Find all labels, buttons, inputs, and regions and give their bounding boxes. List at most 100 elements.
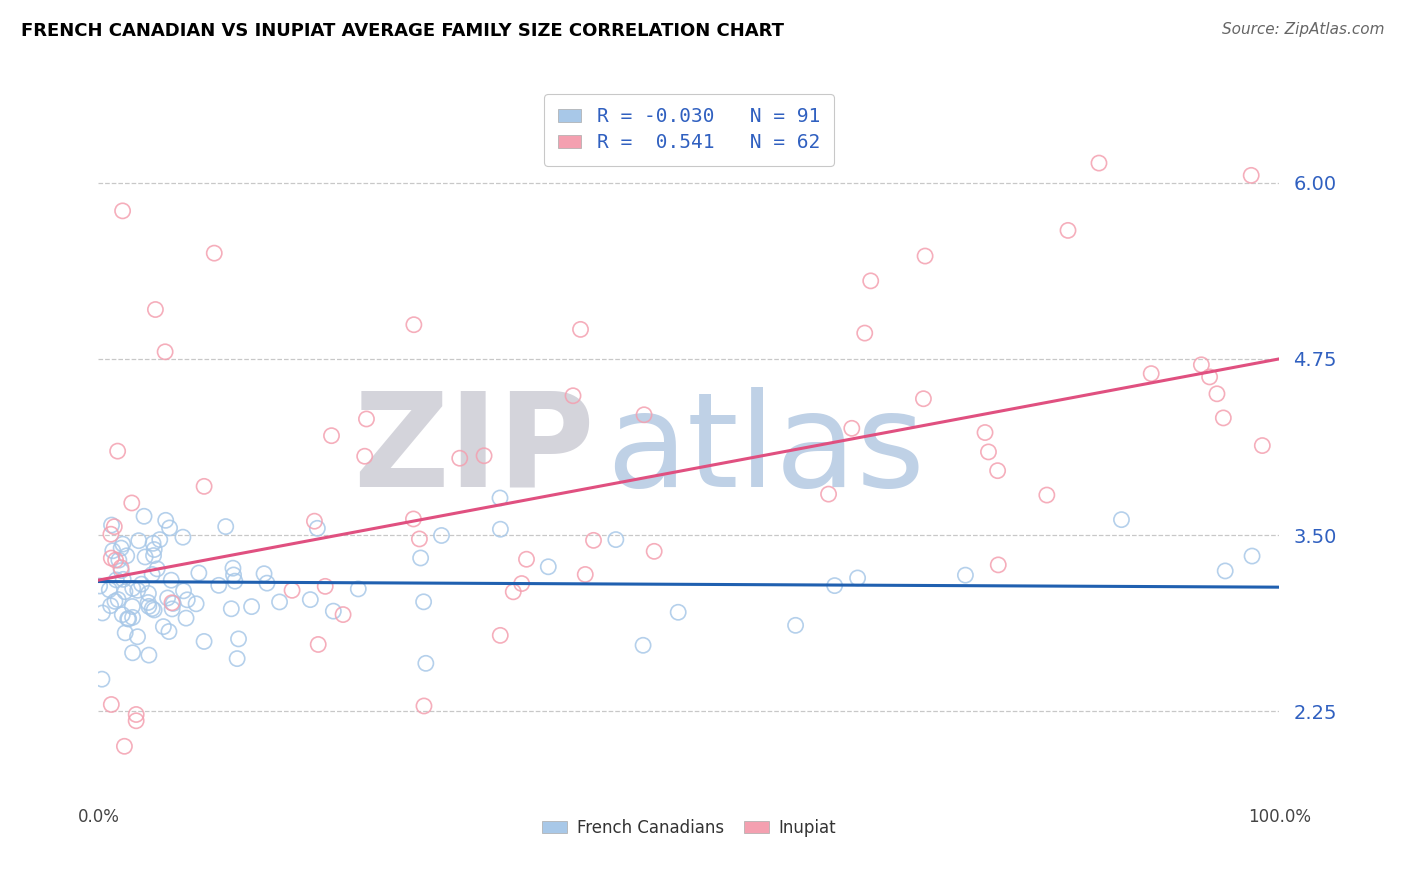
Point xyxy=(110,541,132,555)
Point xyxy=(162,596,184,610)
Point xyxy=(1189,358,1212,372)
Point xyxy=(307,637,329,651)
Legend: French Canadians, Inupiat: French Canadians, Inupiat xyxy=(534,813,844,844)
Point xyxy=(115,549,138,563)
Point xyxy=(155,513,177,527)
Point xyxy=(153,344,176,359)
Point xyxy=(1241,549,1264,563)
Point xyxy=(121,582,143,596)
Point xyxy=(149,533,172,547)
Point xyxy=(222,568,245,582)
Point xyxy=(104,594,127,608)
Point xyxy=(173,583,195,598)
Point xyxy=(666,605,689,619)
Point xyxy=(100,599,122,613)
Point xyxy=(859,274,882,288)
Point xyxy=(157,624,180,639)
Point xyxy=(912,392,935,406)
Point xyxy=(332,607,354,622)
Point xyxy=(1088,156,1111,170)
Point xyxy=(240,599,263,614)
Point xyxy=(187,566,209,580)
Point xyxy=(103,519,125,533)
Point xyxy=(100,527,122,541)
Point xyxy=(121,496,143,510)
Point xyxy=(142,536,165,550)
Point xyxy=(228,632,250,646)
Point xyxy=(91,606,114,620)
Point xyxy=(472,449,495,463)
Point xyxy=(307,521,329,535)
Point xyxy=(987,464,1010,478)
Point xyxy=(322,604,344,618)
Point xyxy=(100,698,122,712)
Point xyxy=(100,518,122,533)
Point xyxy=(824,579,846,593)
Point xyxy=(121,610,143,624)
Point xyxy=(633,408,655,422)
Point xyxy=(107,444,129,458)
Point xyxy=(537,559,560,574)
Point xyxy=(562,389,585,403)
Point xyxy=(118,612,141,626)
Point xyxy=(408,532,430,546)
Point xyxy=(193,634,215,648)
Point xyxy=(127,583,149,598)
Point xyxy=(141,601,163,615)
Point xyxy=(112,739,135,754)
Point xyxy=(489,491,512,505)
Point xyxy=(631,638,654,652)
Point xyxy=(974,425,997,440)
Point xyxy=(108,553,131,567)
Point xyxy=(156,591,179,605)
Point xyxy=(977,445,1000,459)
Point xyxy=(138,586,160,600)
Point xyxy=(489,628,512,642)
Point xyxy=(159,521,181,535)
Point xyxy=(172,530,194,544)
Point xyxy=(160,596,183,610)
Point xyxy=(117,612,139,626)
Point xyxy=(143,603,166,617)
Point xyxy=(110,564,132,578)
Point xyxy=(114,625,136,640)
Point xyxy=(853,326,876,340)
Point xyxy=(160,573,183,587)
Point xyxy=(128,533,150,548)
Point xyxy=(152,619,174,633)
Point xyxy=(221,601,243,615)
Text: ZIP: ZIP xyxy=(353,387,595,514)
Point xyxy=(134,549,156,564)
Point xyxy=(138,599,160,614)
Text: atlas: atlas xyxy=(606,387,925,514)
Point xyxy=(131,577,153,591)
Point xyxy=(1206,386,1229,401)
Point xyxy=(914,249,936,263)
Point xyxy=(841,421,863,435)
Point xyxy=(100,551,122,566)
Point xyxy=(314,579,336,593)
Point xyxy=(1111,513,1133,527)
Point xyxy=(643,544,665,558)
Text: Source: ZipAtlas.com: Source: ZipAtlas.com xyxy=(1222,22,1385,37)
Point xyxy=(125,714,148,728)
Point xyxy=(605,533,627,547)
Point xyxy=(98,582,121,597)
Point xyxy=(143,542,166,557)
Point xyxy=(112,573,135,587)
Point xyxy=(569,322,592,336)
Point xyxy=(412,595,434,609)
Point xyxy=(1240,169,1263,183)
Point xyxy=(105,573,128,587)
Point xyxy=(107,592,129,607)
Point xyxy=(145,302,167,317)
Point xyxy=(253,566,276,581)
Point xyxy=(176,592,198,607)
Point xyxy=(356,412,378,426)
Point xyxy=(141,567,163,582)
Point xyxy=(125,707,148,722)
Point xyxy=(121,599,143,614)
Point xyxy=(430,528,453,542)
Point xyxy=(304,514,326,528)
Point xyxy=(111,607,134,622)
